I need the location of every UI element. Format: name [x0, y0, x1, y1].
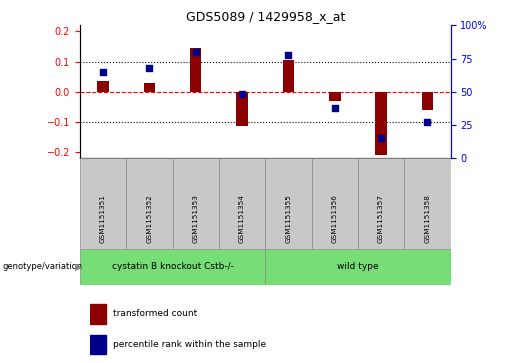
Text: GSM1151352: GSM1151352 [146, 194, 152, 243]
Text: GSM1151353: GSM1151353 [193, 194, 199, 243]
Text: GSM1151357: GSM1151357 [378, 194, 384, 243]
Bar [265, 249, 451, 285]
Point [377, 135, 385, 141]
Text: GSM1151356: GSM1151356 [332, 194, 338, 243]
Point [192, 49, 200, 55]
Bar [90, 335, 106, 354]
Text: ▶: ▶ [75, 262, 82, 272]
Point [423, 119, 432, 125]
Text: GSM1151351: GSM1151351 [100, 194, 106, 243]
Text: GSM1151355: GSM1151355 [285, 194, 291, 243]
Title: GDS5089 / 1429958_x_at: GDS5089 / 1429958_x_at [185, 10, 345, 23]
Bar [358, 158, 404, 249]
Bar [283, 60, 294, 92]
Text: GSM1151358: GSM1151358 [424, 194, 431, 243]
Bar [329, 92, 340, 101]
Text: wild type: wild type [337, 262, 379, 271]
Bar [312, 158, 358, 249]
Bar [190, 48, 201, 92]
Point [238, 91, 246, 97]
Bar [144, 83, 155, 92]
Bar [219, 158, 265, 249]
Text: percentile rank within the sample: percentile rank within the sample [113, 340, 266, 349]
Text: cystatin B knockout Cstb-/-: cystatin B knockout Cstb-/- [112, 262, 233, 271]
Bar [404, 158, 451, 249]
Bar [236, 92, 248, 126]
Point [331, 105, 339, 110]
Bar [80, 249, 265, 285]
Text: genotype/variation: genotype/variation [3, 262, 83, 271]
Bar [80, 158, 126, 249]
Bar [375, 92, 387, 155]
Bar [90, 304, 106, 323]
Point [145, 65, 153, 71]
Bar [422, 92, 433, 110]
Point [99, 69, 107, 75]
Point [284, 52, 293, 57]
Bar [97, 81, 109, 92]
Text: GSM1151354: GSM1151354 [239, 194, 245, 243]
Bar [173, 158, 219, 249]
Bar [126, 158, 173, 249]
Text: transformed count: transformed count [113, 309, 197, 318]
Bar [265, 158, 312, 249]
